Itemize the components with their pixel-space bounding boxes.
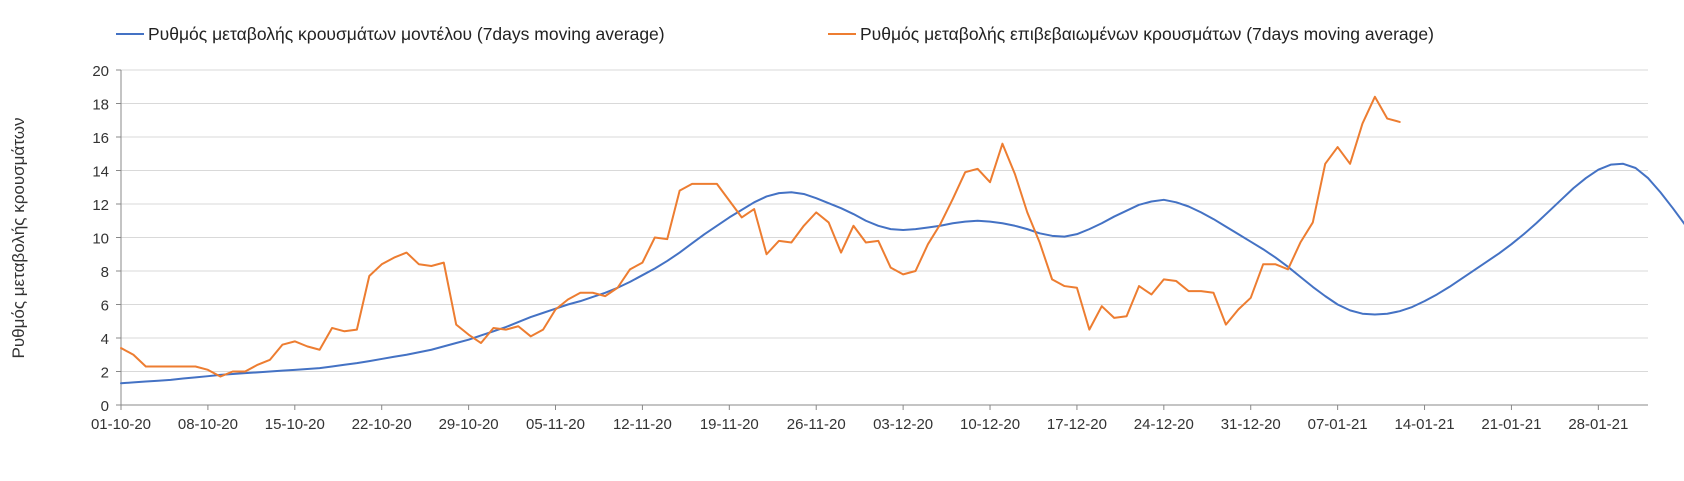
x-tick-label: 28-01-21 [1568, 416, 1628, 433]
x-tick-label: 08-10-20 [178, 416, 238, 433]
y-tick-label: 0 [101, 398, 109, 415]
y-tick-label: 4 [101, 331, 109, 348]
x-tick-label: 15-10-20 [265, 416, 325, 433]
y-tick-label: 6 [101, 298, 109, 315]
x-tick-label: 01-10-20 [91, 416, 151, 433]
x-tick-label: 17-12-20 [1047, 416, 1107, 433]
y-axis-label: Ρυθμός μεταβολής κρουσμάτων [9, 118, 28, 359]
x-axis-ticks: 01-10-20 08-10-20 15-10-20 22-10-20 29-10-20… [91, 405, 1628, 433]
x-tick-label: 05-11-20 [526, 416, 585, 433]
y-tick-label: 8 [101, 264, 109, 281]
y-tick-label: 18 [92, 97, 109, 114]
legend-label-1: Ρυθμός μεταβολής κρουσμάτων μοντέλου (7d… [148, 24, 665, 44]
x-tick-label: 19-11-20 [700, 416, 759, 433]
x-tick-label: 22-10-20 [352, 416, 412, 433]
x-tick-label: 12-11-20 [613, 416, 672, 433]
legend: Ρυθμός μεταβολής κρουσμάτων μοντέλου (7d… [116, 24, 1434, 44]
x-tick-label: 10-12-20 [960, 416, 1020, 433]
x-tick-label: 14-01-21 [1395, 416, 1455, 433]
series-line-2 [120, 95, 1401, 378]
x-tick-label: 26-11-20 [787, 416, 846, 433]
x-tick-label: 31-12-20 [1221, 416, 1281, 433]
x-tick-label: 21-01-21 [1481, 416, 1541, 433]
gridlines [121, 69, 1648, 372]
y-tick-label: 16 [92, 130, 109, 147]
x-tick-label: 24-12-20 [1134, 416, 1194, 433]
y-tick-label: 10 [92, 231, 109, 248]
series-layer [120, 95, 1684, 385]
series-line-1 [120, 162, 1684, 385]
x-tick-label: 29-10-20 [439, 416, 499, 433]
y-tick-label: 14 [92, 164, 109, 181]
y-tick-label: 2 [101, 365, 109, 382]
y-axis-ticks: 0 2 4 6 8 10 12 14 16 18 20 [92, 63, 121, 415]
y-tick-label: 20 [92, 63, 109, 80]
legend-label-2: Ρυθμός μεταβολής επιβεβαιωμένων κρουσμάτ… [860, 24, 1434, 44]
x-tick-label: 03-12-20 [873, 416, 933, 433]
y-tick-label: 12 [92, 197, 109, 214]
x-tick-label: 07-01-21 [1308, 416, 1368, 433]
